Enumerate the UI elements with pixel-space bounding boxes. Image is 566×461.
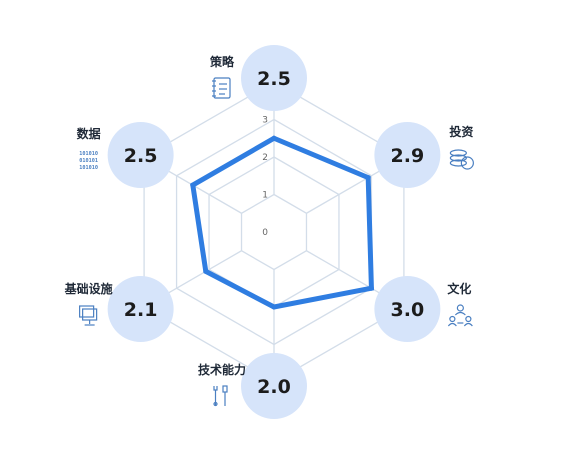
- axis-label-4: 基础设施: [64, 281, 113, 296]
- people-network-icon: [447, 304, 473, 327]
- axis-label-0: 策略: [210, 54, 235, 69]
- value-label: 2.5: [257, 68, 291, 90]
- tick-label-3: 3: [262, 116, 268, 126]
- value-label: 2.1: [124, 299, 158, 321]
- bubble-circle: [107, 276, 174, 342]
- tools-icon: [213, 385, 228, 407]
- svg-text:010101: 010101: [79, 158, 98, 164]
- axis-label-1: 投资: [449, 124, 473, 139]
- data-point-1: [365, 175, 371, 181]
- bubble-circle: [374, 276, 441, 342]
- value-bubbles: 2.5 2.9 3.0 2.0 2.1 2.5: [107, 45, 441, 419]
- axis-label-2: 文化: [447, 281, 471, 296]
- data-point-4: [203, 268, 209, 274]
- data-series: [190, 135, 374, 310]
- series-line: [190, 135, 374, 310]
- tick-label-1: 1: [262, 191, 268, 201]
- computer-icon: [79, 305, 98, 326]
- data-point-0: [271, 135, 277, 141]
- data-point-3: [271, 304, 277, 310]
- value-label: 3.0: [391, 299, 425, 321]
- value-bubble-5: 2.5: [107, 122, 174, 188]
- bubble-circle: [241, 353, 307, 419]
- value-bubble-2: 3.0: [374, 276, 441, 342]
- value-bubble-1: 2.9: [374, 122, 441, 188]
- value-label: 2.0: [257, 376, 291, 398]
- bubble-circle: [107, 122, 174, 188]
- svg-text:101010: 101010: [79, 165, 98, 171]
- coin-stack-icon: [449, 149, 474, 170]
- tick-label-0: 0: [262, 228, 268, 238]
- bubble-circle: [374, 122, 441, 188]
- axis-label-5: 数据: [77, 126, 101, 141]
- value-bubble-4: 2.1: [107, 276, 174, 342]
- grid-ring-1: [240, 193, 308, 271]
- axis-label-3: 技术能力: [198, 362, 246, 377]
- svg-text:101010: 101010: [79, 151, 98, 157]
- tick-label-2: 2: [262, 153, 268, 163]
- data-point-5: [190, 182, 196, 188]
- data-point-2: [368, 285, 374, 291]
- value-label: 2.9: [391, 145, 425, 167]
- bubble-circle: [241, 45, 307, 111]
- value-bubble-0: 2.5: [241, 45, 307, 111]
- notebook-icon: [212, 77, 231, 99]
- value-label: 2.5: [124, 145, 158, 167]
- value-bubble-3: 2.0: [241, 353, 307, 419]
